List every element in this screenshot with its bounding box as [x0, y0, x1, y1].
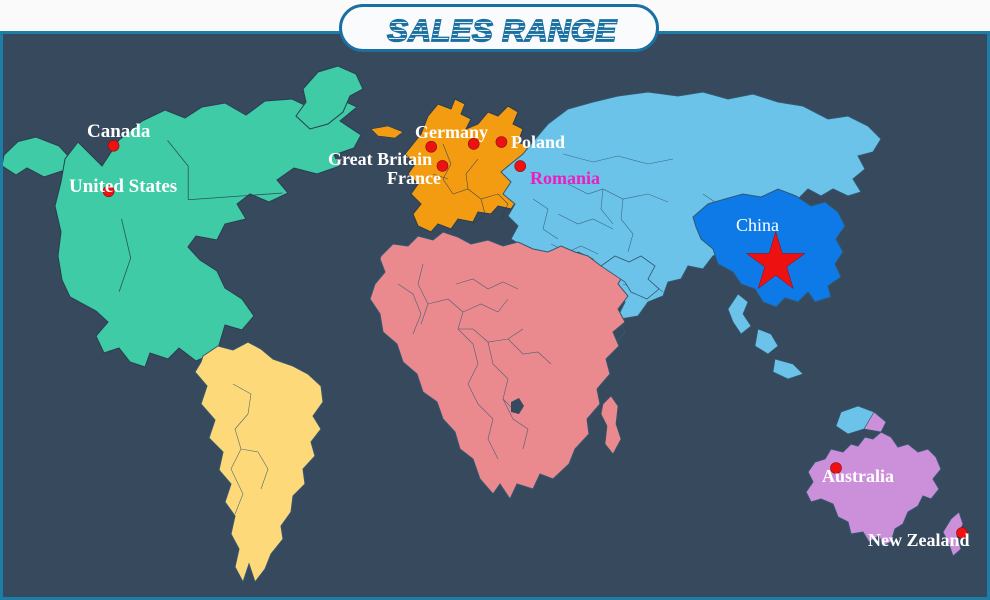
svg-text:Canada: Canada	[87, 121, 151, 142]
svg-text:Australia: Australia	[822, 466, 894, 486]
svg-text:United States: United States	[69, 176, 177, 197]
svg-text:New Zealand: New Zealand	[868, 530, 970, 550]
svg-text:Great Britain: Great Britain	[328, 149, 432, 169]
svg-text:Romania: Romania	[530, 168, 600, 188]
svg-text:China: China	[736, 215, 779, 235]
svg-text:Germany: Germany	[415, 122, 488, 142]
svg-text:France: France	[387, 168, 441, 188]
svg-text:Poland: Poland	[511, 132, 565, 152]
